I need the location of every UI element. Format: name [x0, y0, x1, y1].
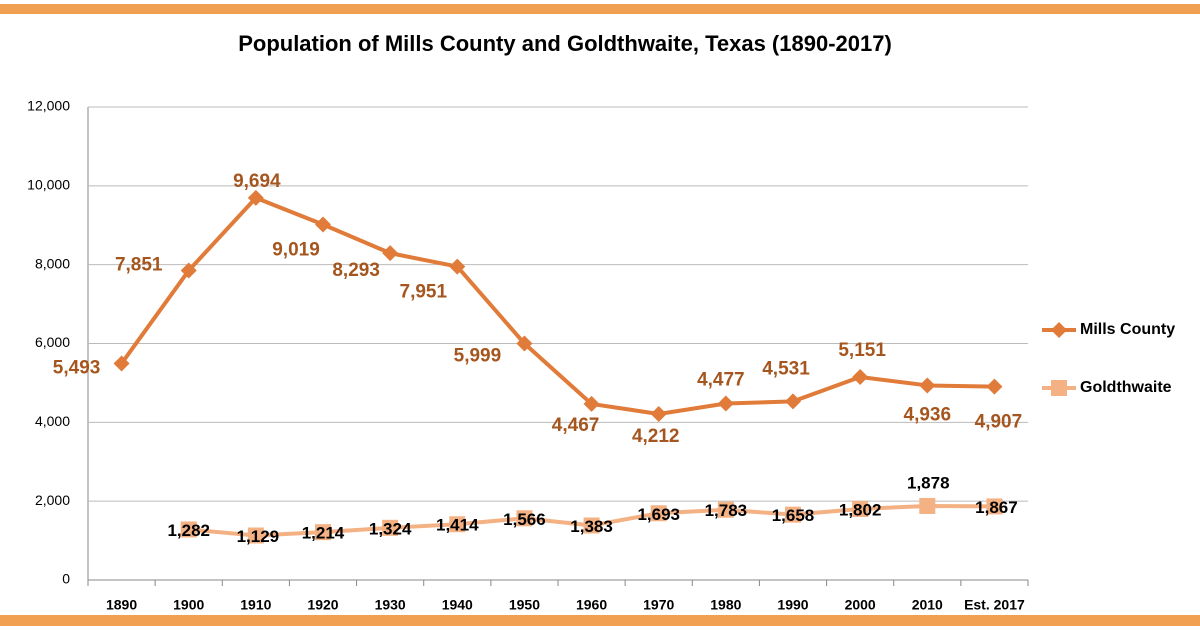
marker: [180, 262, 197, 279]
data-label: 4,477: [697, 370, 745, 391]
marker: [449, 258, 466, 275]
data-label: 4,212: [632, 426, 680, 447]
legend-label: Mills County: [1080, 321, 1175, 338]
marker: [516, 510, 533, 527]
data-label: 1,658: [772, 506, 815, 525]
marker: [919, 497, 936, 514]
legend-label: Goldthwaite: [1080, 379, 1172, 396]
y-tick-label: 4,000: [35, 413, 70, 429]
data-label: 7,851: [115, 255, 163, 276]
marker: [717, 395, 734, 412]
marker: [583, 395, 600, 412]
data-label: 1,878: [907, 473, 950, 492]
marker: [852, 368, 869, 385]
data-label: 4,467: [552, 415, 600, 436]
series-line: [119, 195, 995, 416]
marker: [516, 335, 533, 352]
data-label: 1,566: [503, 510, 546, 529]
data-label: 5,999: [454, 346, 502, 367]
marker: [852, 500, 869, 517]
x-tick-label: 1950: [509, 597, 540, 613]
x-tick-label: 1930: [375, 597, 406, 613]
data-label: 1,129: [237, 527, 280, 546]
data-label: 9,019: [272, 240, 320, 261]
x-tick-label: 1940: [442, 597, 473, 613]
data-label: 5,151: [838, 340, 886, 361]
y-tick-label: 10,000: [27, 177, 70, 193]
x-tick-label: 1980: [710, 597, 741, 613]
top-band: [0, 4, 1200, 14]
marker: [785, 393, 801, 410]
data-label: 9,694: [233, 171, 281, 192]
data-label: 1,282: [167, 521, 210, 540]
x-tick-label: 1920: [307, 597, 338, 613]
marker: [986, 498, 1003, 515]
bottom-band: [0, 615, 1200, 626]
marker: [113, 355, 130, 372]
marker: [1051, 322, 1067, 338]
data-label: 1,324: [369, 519, 412, 538]
data-label: 1,802: [839, 500, 882, 519]
marker: [986, 378, 1003, 395]
x-tick-label: 1900: [173, 597, 204, 613]
marker: [650, 405, 667, 422]
data-label: 1,693: [637, 505, 680, 524]
y-tick-label: 6,000: [35, 334, 70, 350]
marker: [382, 245, 399, 262]
marker: [449, 516, 466, 533]
data-label: 1,783: [705, 501, 748, 520]
marker: [650, 505, 667, 522]
chart-title: Population of Mills County and Goldthwai…: [238, 31, 892, 56]
y-tick-label: 8,000: [35, 255, 70, 271]
marker: [1051, 380, 1067, 396]
marker: [919, 377, 936, 394]
marker: [785, 506, 801, 523]
x-tick-label: 1890: [106, 597, 137, 613]
data-label: 4,531: [762, 358, 810, 379]
data-label: 7,951: [400, 282, 448, 303]
x-tick-label: 2000: [845, 597, 876, 613]
x-tick-label: 1960: [576, 597, 607, 613]
marker: [583, 517, 600, 534]
x-tick-label: Est. 2017: [964, 597, 1025, 613]
data-label: 1,383: [570, 517, 613, 536]
data-label: 4,936: [904, 404, 952, 425]
y-tick-label: 0: [62, 571, 70, 587]
y-tick-label: 12,000: [27, 98, 70, 114]
x-tick-label: 1990: [777, 597, 808, 613]
marker: [247, 527, 264, 544]
data-label: 1,867: [975, 498, 1018, 517]
data-label: 5,493: [53, 357, 101, 378]
x-tick-label: 1910: [240, 597, 271, 613]
x-tick-label: 1970: [643, 597, 674, 613]
marker: [717, 501, 734, 518]
data-label: 4,907: [975, 412, 1023, 433]
y-tick-label: 2,000: [35, 492, 70, 508]
marker: [180, 521, 197, 538]
marker: [247, 189, 264, 206]
data-label: 1,414: [436, 516, 479, 535]
x-tick-label: 2010: [912, 597, 943, 613]
data-label: 1,214: [302, 524, 345, 543]
marker: [382, 519, 399, 536]
data-label: 8,293: [332, 260, 380, 281]
marker: [315, 524, 331, 541]
marker: [315, 216, 331, 233]
